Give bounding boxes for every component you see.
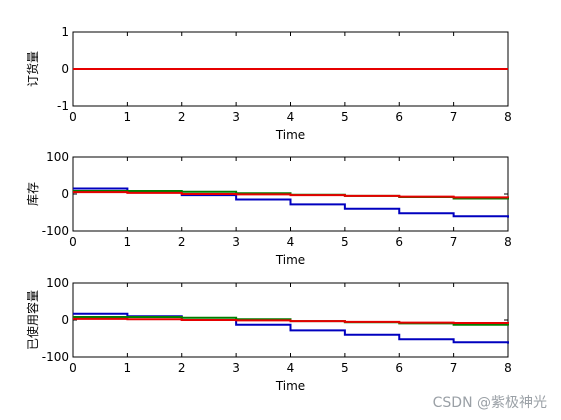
y-tick-label: 0 (61, 62, 69, 76)
x-tick-label: 7 (450, 361, 458, 375)
x-tick-label: 5 (341, 235, 349, 249)
y-tick-label: -100 (42, 350, 69, 364)
x-tick-label: 8 (504, 361, 512, 375)
y-tick-label: 100 (46, 150, 69, 164)
x-tick-label: 3 (232, 235, 240, 249)
x-tick-label: 1 (124, 110, 132, 124)
x-tick-label: 5 (341, 110, 349, 124)
x-tick-label: 1 (124, 361, 132, 375)
y-tick-label: -100 (42, 224, 69, 238)
x-tick-label: 2 (178, 235, 186, 249)
x-tick-label: 4 (287, 361, 295, 375)
x-tick-label: 7 (450, 235, 458, 249)
x-tick-label: 0 (69, 110, 77, 124)
x-tick-label: 3 (232, 361, 240, 375)
x-tick-label: 8 (504, 110, 512, 124)
x-tick-label: 4 (287, 110, 295, 124)
series-3-line (73, 191, 509, 199)
series-3-line (73, 317, 509, 324)
x-tick-label: 6 (395, 361, 403, 375)
y-tick-label: 100 (46, 276, 69, 290)
y-axis-label: 库存 (25, 182, 40, 206)
x-tick-label: 4 (287, 235, 295, 249)
x-axis-label: Time (275, 253, 305, 267)
y-tick-label: 0 (61, 313, 69, 327)
x-axis-label: Time (275, 379, 305, 393)
x-tick-label: 6 (395, 110, 403, 124)
x-tick-label: 1 (124, 235, 132, 249)
x-tick-label: 0 (69, 361, 77, 375)
x-tick-label: 0 (69, 235, 77, 249)
x-tick-label: 5 (341, 361, 349, 375)
y-axis-label: 订货量 (25, 51, 40, 87)
y-tick-label: 0 (61, 187, 69, 201)
x-tick-label: 3 (232, 110, 240, 124)
x-tick-label: 6 (395, 235, 403, 249)
y-tick-label: 1 (61, 25, 69, 39)
x-tick-label: 8 (504, 235, 512, 249)
x-tick-label: 2 (178, 110, 186, 124)
x-tick-label: 7 (450, 110, 458, 124)
y-axis-label: 已使用容量 (25, 290, 40, 350)
watermark: CSDN @紫极神光 (432, 395, 547, 411)
x-tick-label: 2 (178, 361, 186, 375)
y-tick-label: -1 (57, 99, 69, 113)
x-axis-label: Time (275, 128, 305, 142)
